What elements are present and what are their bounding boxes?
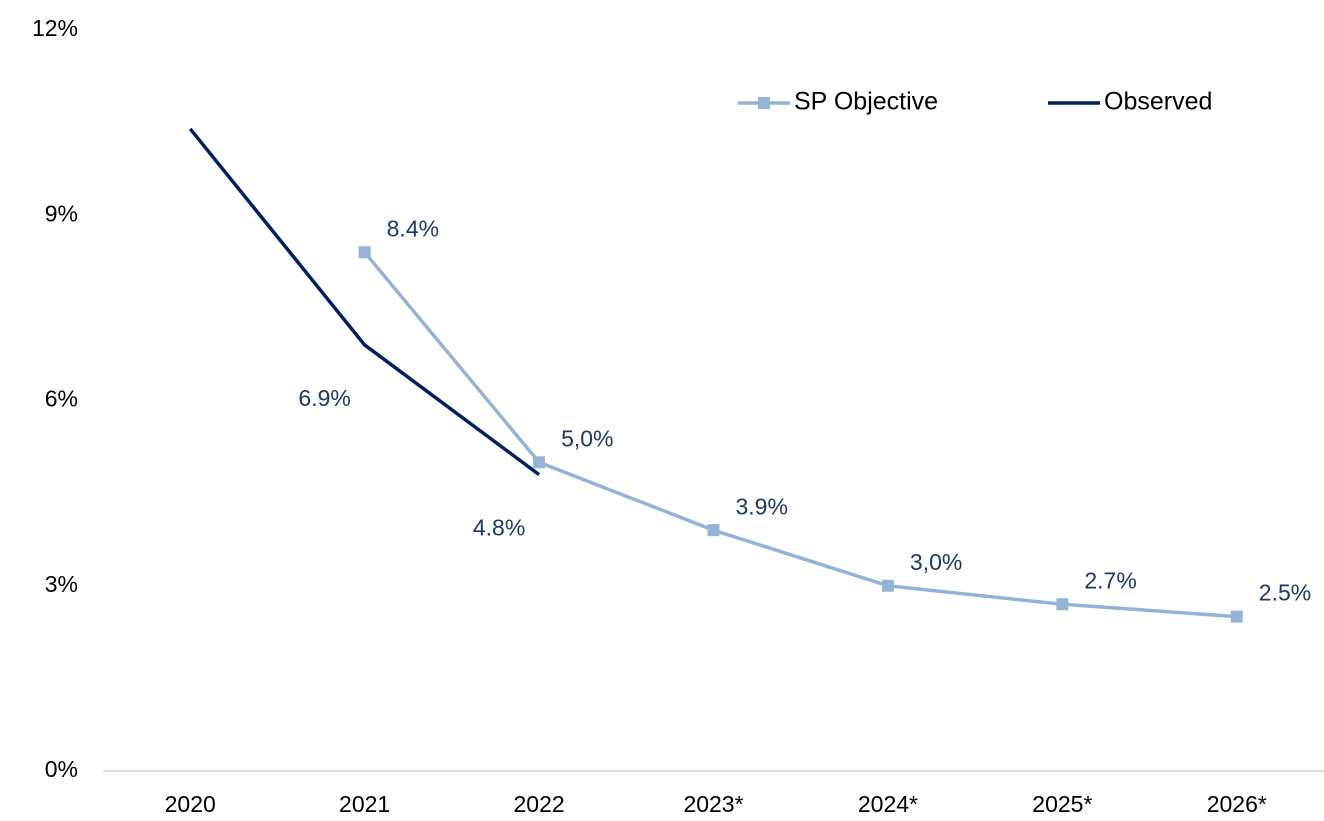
value-label: 8.4% bbox=[387, 215, 439, 241]
value-label: 2.7% bbox=[1084, 567, 1136, 593]
legend-marker bbox=[758, 97, 770, 109]
y-tick-label: 6% bbox=[45, 386, 78, 412]
x-tick-label: 2022 bbox=[513, 791, 564, 817]
value-label: 3,0% bbox=[910, 549, 962, 575]
marker bbox=[1230, 610, 1243, 623]
x-tick-label: 2026* bbox=[1207, 791, 1267, 817]
value-label: 3.9% bbox=[736, 493, 788, 519]
marker bbox=[358, 246, 371, 259]
value-label: 4.8% bbox=[473, 515, 525, 541]
y-tick-label: 12% bbox=[32, 15, 78, 41]
x-tick-label: 2025* bbox=[1032, 791, 1092, 817]
value-label: 2.5% bbox=[1259, 580, 1311, 606]
legend-label: Observed bbox=[1104, 88, 1212, 116]
x-tick-label: 2021 bbox=[339, 791, 390, 817]
y-tick-label: 9% bbox=[45, 200, 78, 226]
value-label: 6.9% bbox=[298, 385, 350, 411]
series-line bbox=[363, 251, 1237, 619]
y-tick-label: 3% bbox=[45, 571, 78, 597]
marker bbox=[881, 579, 894, 592]
x-tick-label: 2020 bbox=[165, 791, 216, 817]
series-line bbox=[188, 127, 541, 477]
x-tick-label: 2024* bbox=[858, 791, 918, 817]
legend-label: SP Objective bbox=[794, 88, 938, 116]
y-tick-label: 0% bbox=[45, 756, 78, 782]
value-label: 5,0% bbox=[561, 425, 613, 451]
marker bbox=[707, 524, 720, 537]
x-tick-label: 2023* bbox=[683, 791, 743, 817]
marker bbox=[533, 456, 546, 469]
marker bbox=[1056, 598, 1069, 611]
